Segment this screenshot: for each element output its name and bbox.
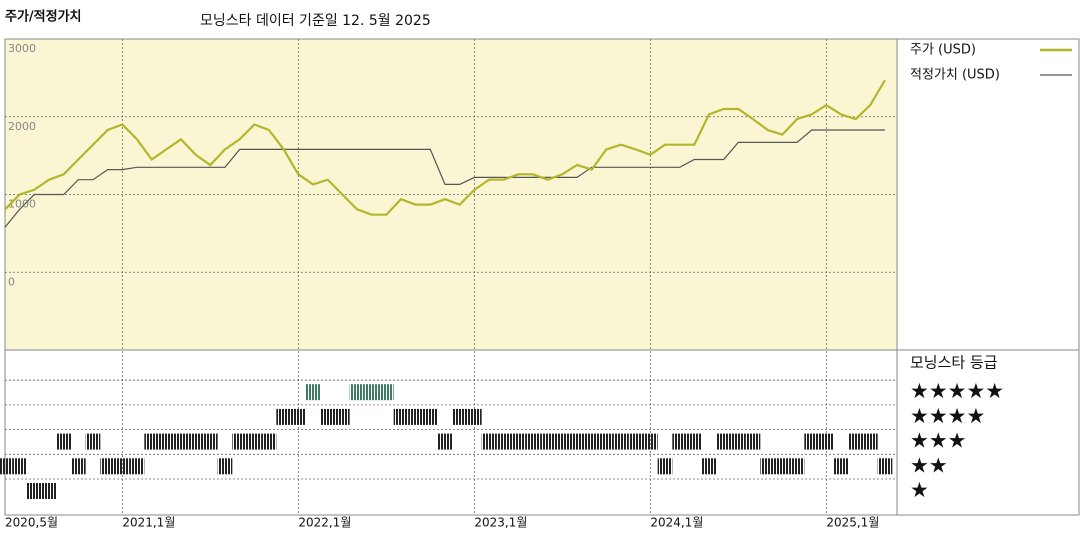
series-line	[4, 79, 886, 216]
rating-bar	[437, 433, 453, 450]
rating-bar	[496, 433, 511, 450]
rating-label: ★★	[910, 453, 948, 477]
rating-bar	[379, 384, 394, 401]
rating-bar	[349, 384, 365, 401]
rating-bar	[819, 433, 834, 450]
rating-bar	[247, 433, 262, 450]
y-tick-label: 0	[8, 275, 15, 288]
rating-bar	[144, 433, 159, 450]
rating-bar	[71, 458, 86, 475]
rating-bar	[525, 433, 541, 450]
x-tick-label: 2024,1월	[650, 516, 703, 530]
legend-label: 적정가치 (USD)	[910, 68, 1000, 83]
rating-bar	[232, 433, 247, 450]
rating-bar	[100, 458, 115, 475]
rating-title: 모닝스타 등급	[910, 354, 998, 372]
rating-bar	[789, 458, 805, 475]
rating-label: ★★★★	[910, 404, 985, 428]
rating-bar	[159, 433, 174, 450]
rating-bar	[481, 433, 497, 450]
rating-bar	[716, 433, 731, 450]
rating-bar	[217, 458, 233, 475]
rating-bar	[511, 433, 526, 450]
rating-bar	[27, 483, 42, 499]
y-tick-label: 3000	[8, 42, 36, 55]
rating-bar	[115, 458, 130, 475]
rating-bar	[276, 408, 291, 425]
rating-bar	[775, 458, 790, 475]
rating-bar	[85, 433, 101, 450]
rating-bar	[628, 433, 643, 450]
rating-bar	[804, 433, 819, 450]
rating-label: ★	[910, 478, 929, 502]
rating-bar	[305, 384, 321, 401]
rating-bar	[599, 433, 614, 450]
rating-bar	[760, 458, 775, 475]
rating-bar	[393, 408, 409, 425]
rating-bar	[0, 458, 13, 475]
x-tick-label: 2025,1월	[826, 516, 879, 530]
x-tick-label: 2022,1월	[298, 516, 351, 530]
subtitle: 모닝스타 데이터 기준일 12. 5월 2025	[200, 13, 431, 29]
rating-bar	[701, 458, 717, 475]
rating-bar	[423, 408, 438, 425]
y-tick-label: 2000	[8, 120, 36, 133]
rating-label: ★★★★★	[910, 379, 1004, 403]
rating-bar	[731, 433, 746, 450]
x-tick-label: 2020,5월	[5, 516, 58, 530]
rating-bar	[657, 458, 673, 475]
rating-bar	[848, 433, 863, 450]
rating-bar	[613, 433, 629, 450]
rating-bar	[12, 458, 27, 475]
rating-bar	[203, 433, 218, 450]
rating-bar	[877, 458, 893, 475]
rating-label: ★★★	[910, 429, 966, 453]
rating-bar	[173, 433, 189, 450]
legend-label: 주가 (USD)	[910, 43, 976, 58]
rating-bar	[291, 408, 306, 425]
legend-panel	[896, 38, 1080, 516]
x-tick-label: 2023,1월	[474, 516, 527, 530]
rating-bar	[452, 408, 467, 425]
rating-bar	[320, 408, 335, 425]
rating-bar	[188, 433, 203, 450]
rating-bar	[555, 433, 570, 450]
rating-bar	[643, 433, 658, 450]
rating-bar	[335, 408, 350, 425]
rating-bar	[129, 458, 145, 475]
rating-bar	[540, 433, 555, 450]
x-tick-label: 2021,1월	[122, 516, 175, 530]
rating-bar	[745, 433, 761, 450]
rating-bar	[364, 384, 379, 401]
series-line	[4, 129, 885, 228]
rating-bar	[584, 433, 599, 450]
rating-panel	[4, 349, 898, 516]
y-tick-label: 1000	[8, 198, 36, 211]
rating-bar	[56, 433, 71, 450]
rating-bar	[687, 433, 702, 450]
rating-bar	[672, 433, 687, 450]
rating-bar	[261, 433, 277, 450]
rating-bar	[833, 458, 849, 475]
rating-bar	[467, 408, 482, 425]
rating-bar	[569, 433, 585, 450]
rating-bar	[863, 433, 878, 450]
chart-title: 주가/적정가치	[5, 9, 82, 25]
rating-bar	[408, 408, 423, 425]
rating-bar	[41, 483, 57, 499]
